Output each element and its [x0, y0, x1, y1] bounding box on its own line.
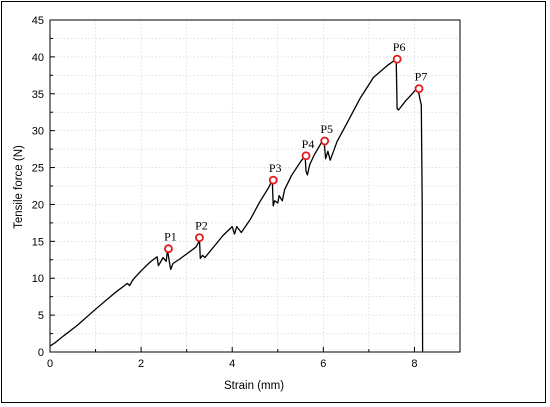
y-tick-label: 30 — [32, 126, 44, 138]
peak-marker-p2 — [195, 233, 204, 243]
y-tick-label: 20 — [32, 199, 44, 211]
peak-label-p5: P5 — [320, 122, 333, 136]
axis-layer: 0 2 4 6 8 0 5 10 15 20 25 30 35 40 45 — [32, 15, 461, 370]
peak-marker-p3 — [268, 175, 278, 185]
x-tick-label: 4 — [229, 358, 235, 370]
peak-marker-p1 — [164, 244, 173, 254]
y-tick-label: 15 — [32, 236, 44, 248]
peak-marker-p7 — [414, 84, 424, 94]
y-tick-label: 5 — [38, 310, 44, 322]
y-tick-label: 0 — [38, 347, 44, 359]
y-tick-label: 25 — [32, 163, 44, 175]
peak-marker-p5 — [320, 136, 330, 146]
peak-label-p1: P1 — [164, 230, 177, 244]
y-tick-label: 40 — [32, 52, 44, 64]
peak-label-p2: P2 — [195, 219, 208, 233]
series-layer — [49, 58, 424, 353]
peak-layer: P1 P2 P3 P4 P5 P6 P7 — [164, 40, 428, 254]
x-tick-label: 0 — [47, 358, 53, 370]
peak-marker-p6 — [392, 54, 402, 64]
x-axis-title: Strain (mm) — [224, 380, 284, 392]
x-tick-label: 6 — [320, 358, 326, 370]
x-tick-label: 2 — [138, 358, 144, 370]
peak-label-p7: P7 — [415, 70, 428, 84]
peak-label-p6: P6 — [393, 40, 406, 54]
plot-area-border — [49, 19, 461, 353]
y-tick-label: 10 — [32, 273, 44, 285]
x-tick-label: 8 — [411, 358, 417, 370]
grid-layer — [50, 20, 460, 352]
peak-label-p3: P3 — [269, 161, 282, 175]
y-tick-label: 35 — [32, 89, 44, 101]
peak-label-p4: P4 — [302, 137, 315, 151]
force-strain-curve — [49, 58, 424, 353]
y-tick-label: 45 — [32, 15, 44, 27]
peak-marker-p4 — [301, 151, 311, 161]
y-axis-title: Tensile force (N) — [13, 145, 25, 229]
